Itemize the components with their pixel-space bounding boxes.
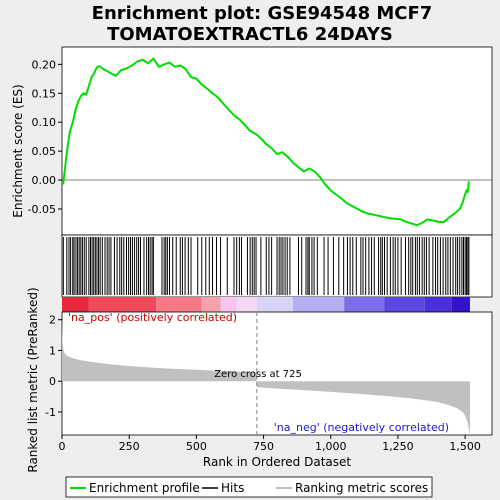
legend-enrichment-label: Enrichment profile [89, 481, 200, 495]
chart-title-line1: Enrichment plot: GSE94548 MCF7 [92, 3, 433, 24]
legend-hits-label: Hits [221, 481, 244, 495]
es-ytick-label: -0.05 [28, 203, 56, 216]
heat-segment [236, 297, 257, 312]
es-axis-label: Enrichment score (ES) [11, 84, 25, 217]
x-axis-label: Rank in Ordered Dataset [203, 455, 351, 469]
heat-segment [424, 297, 452, 312]
ranking-metric-area [62, 319, 470, 435]
heat-segment [293, 297, 345, 312]
heat-segment [220, 297, 237, 312]
heat-segment [201, 297, 221, 312]
metric-ytick-label: 0 [49, 375, 56, 388]
heat-segment [384, 297, 425, 312]
heat-segment [88, 297, 157, 312]
legend-box [65, 476, 433, 498]
x-tick-label: 250 [119, 440, 140, 453]
es-ytick-label: 0.05 [32, 145, 57, 158]
metric-ytick-label: 1 [49, 344, 56, 357]
zero-cross-label: Zero cross at 725 [214, 369, 302, 380]
metric-ytick-label: 2 [49, 314, 56, 327]
es-ytick-label: 0.00 [32, 174, 57, 187]
x-tick-label: 750 [253, 440, 274, 453]
x-tick-label: 1,000 [315, 440, 347, 453]
x-tick-label: 1,250 [382, 440, 414, 453]
metric-ytick-label: -1 [45, 406, 56, 419]
es-ytick-label: 0.20 [32, 58, 57, 71]
x-tick-label: 500 [186, 440, 207, 453]
heat-segment [256, 297, 294, 312]
heat-segment [451, 297, 470, 312]
es-ytick-label: 0.10 [32, 116, 57, 129]
chart-title-line2: TOMATOEXTRACTL6 24DAYS [107, 24, 393, 45]
heat-segment [62, 297, 89, 312]
es-ytick-label: 0.15 [32, 87, 57, 100]
positive-correlated-label: 'na_pos' (positively correlated) [68, 311, 237, 324]
metric-axis-label: Ranked list metric (PreRanked) [26, 287, 40, 472]
x-tick-label: 0 [59, 440, 66, 453]
negative-correlated-label: 'na_neg' (negatively correlated) [274, 421, 449, 434]
enrichment-profile-line [61, 57, 470, 227]
heat-segment [344, 297, 385, 312]
heat-segment [156, 297, 202, 312]
es-panel-background [61, 46, 493, 236]
x-tick-label: 1,500 [449, 440, 481, 453]
legend-ranking-label: Ranking metric scores [295, 481, 428, 495]
